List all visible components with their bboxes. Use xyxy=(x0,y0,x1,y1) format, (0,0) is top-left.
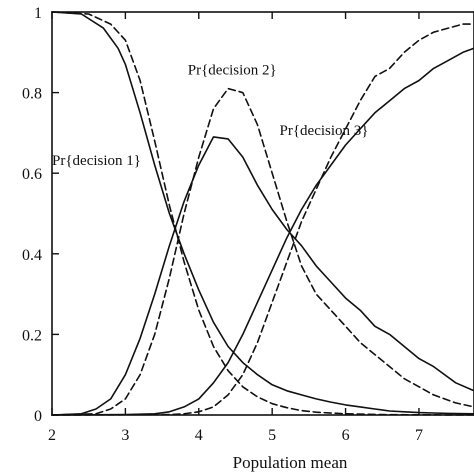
x-tick-label: 2 xyxy=(48,427,56,444)
x-tick-label: 7 xyxy=(415,427,423,444)
y-tick-label: 0.4 xyxy=(22,247,42,264)
series-line-4-dashed xyxy=(51,87,474,416)
plot-frame xyxy=(51,11,474,416)
series-line-2-dashed xyxy=(51,11,474,416)
series-line-1-solid xyxy=(51,11,474,415)
axes: 2 3 4 5 6 7 0 0.2 0.4 0.6 0.8 1 xyxy=(22,5,474,444)
annotation-layer: Pr{decision 1} Pr{decision 2} Pr{decision … xyxy=(52,62,368,169)
annotation-label: Pr{decision 3} xyxy=(280,123,369,139)
series-line-6-dashed xyxy=(51,23,474,416)
y-tick-label: 0.8 xyxy=(22,86,42,103)
y-tick-label: 0.2 xyxy=(22,327,42,344)
series-layer xyxy=(51,11,474,416)
x-tick-label: 6 xyxy=(342,427,350,444)
y-tick-label: 1 xyxy=(34,5,42,22)
x-tick-label: 5 xyxy=(268,427,276,444)
series-line-3-solid xyxy=(51,136,474,416)
y-tick-label: 0 xyxy=(34,408,42,425)
series-line-5-solid xyxy=(51,47,474,416)
x-tick-label: 3 xyxy=(121,427,129,444)
annotation-label: Pr{decision 1} xyxy=(52,153,141,169)
x-tick-label: 4 xyxy=(195,427,203,444)
y-tick-label: 0.6 xyxy=(22,166,42,183)
x-axis-label: Population mean xyxy=(233,453,348,472)
annotation-label: Pr{decision 2} xyxy=(188,62,277,78)
